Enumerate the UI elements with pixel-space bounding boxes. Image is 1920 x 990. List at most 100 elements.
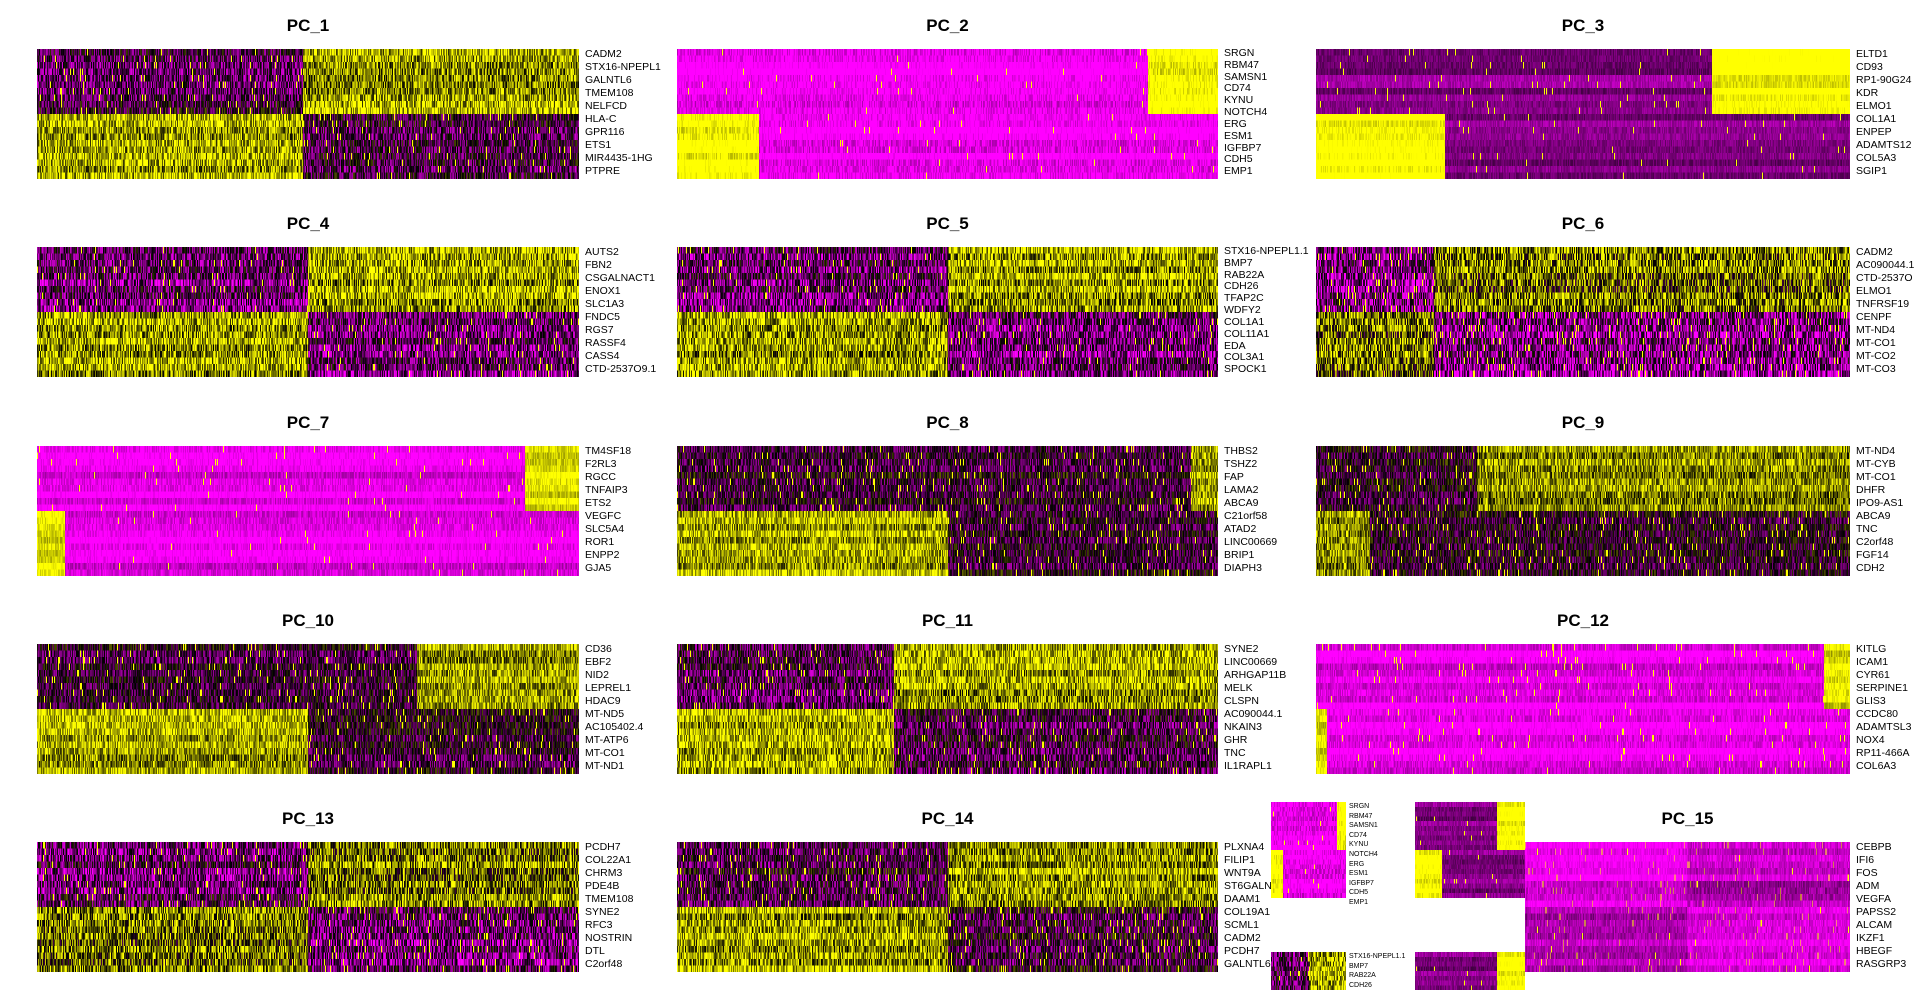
gene-label: DHFR: [1856, 484, 1886, 496]
gene-label: EMP1: [1224, 165, 1253, 178]
gene-label: SRGN: [1224, 47, 1255, 59]
gene-label: COL5A3: [1856, 152, 1897, 164]
gene-label: DAAM1: [1224, 893, 1261, 905]
gene-labels-pc-15: CEBPB IFI6 FOS ADM VEGFA PAPSS2 ALCAM IKZF1 HBEG…: [1856, 841, 1906, 971]
gene-label: CHRM3: [585, 867, 623, 879]
gene-label: DTL: [585, 945, 605, 957]
thumbnail-heatmap: [1415, 802, 1525, 898]
gene-labels-pc-4: AUTS2 FBN2 CSGALNACT1 ENOX1 SLC1A3 FNDC5 RGS7 R…: [585, 246, 656, 376]
thumbnail-heatmap: [1415, 952, 1525, 990]
gene-label: CADM2: [1224, 932, 1261, 944]
gene-label: RP1-90G24: [1856, 74, 1912, 86]
gene-label: BRIP1: [1224, 549, 1255, 561]
gene-label: F2RL3: [585, 458, 617, 470]
gene-label: GHR: [1224, 734, 1248, 746]
panel-title-pc-10: PC_10: [282, 611, 334, 630]
heatmap-pc-3: [1316, 49, 1850, 179]
gene-labels-pc-1: CADM2 STX16-NPEPL1 GALNTL6 TMEM108 NELFCD HLA…: [585, 48, 661, 178]
gene-label: ETS1: [585, 139, 612, 151]
thumbnail-pc-5: [1271, 952, 1346, 990]
gene-label: MT-ND5: [585, 708, 625, 720]
heatmap-pc-5: [677, 247, 1218, 377]
gene-label: RGS7: [585, 324, 614, 336]
gene-label: COL1A1: [1856, 113, 1897, 125]
gene-label: SRGN: [1349, 803, 1370, 810]
panel-title-pc-13: PC_13: [282, 809, 334, 828]
heatmap-pc-15: [1525, 842, 1850, 972]
thumbnail-pc-3: [1415, 952, 1525, 990]
heatmap-pc-7: [37, 446, 579, 576]
gene-label: LINC00669: [1224, 536, 1278, 548]
gene-label: CTD-2537O: [1856, 272, 1913, 284]
panel-title-pc-12: PC_12: [1557, 611, 1609, 630]
gene-labels-pc-8: THBS2 TSHZ2 FAP LAMA2 ABCA9 C21orf58 ATAD2 LINC…: [1224, 445, 1277, 575]
panel-title-pc-8: PC_8: [926, 413, 969, 432]
gene-label: THBS2: [1224, 445, 1258, 457]
gene-label: TMEM108: [585, 87, 634, 99]
gene-label: ADAMTS12: [1856, 139, 1912, 151]
gene-label: EMP1: [1349, 898, 1369, 906]
gene-label: ERG: [1224, 117, 1247, 130]
gene-label: C2orf48: [585, 958, 623, 970]
gene-label: STX16-NPEPL1.1: [1224, 245, 1309, 257]
gene-label: HBEGF: [1856, 945, 1893, 957]
gene-label: ABCA9: [1224, 497, 1259, 509]
heatmap-pc-10: [37, 644, 579, 774]
gene-label: PAPSS2: [1856, 906, 1897, 918]
gene-label: ADAMTSL3: [1856, 721, 1912, 733]
gene-label: ENOX1: [585, 285, 621, 297]
gene-label: VEGFC: [585, 510, 622, 522]
gene-label: RFC3: [585, 919, 613, 931]
gene-label: AC090044.1: [1224, 708, 1283, 720]
gene-labels-pc-7: TM4SF18 F2RL3 RGCC TNFAIP3 ETS2 VEGFC SLC5A4 RO…: [585, 445, 631, 575]
gene-label: VEGFA: [1856, 893, 1892, 905]
gene-label: TMEM108: [585, 893, 634, 905]
gene-labels-pc-9: MT-ND4 MT-CYB MT-CO1 DHFR IPO9-AS1 ABCA9 TNC C2…: [1856, 445, 1903, 575]
gene-label: CDH2: [1856, 562, 1885, 574]
gene-label: CDH5: [1349, 889, 1369, 897]
gene-labels-pc-5: STX16-NPEPL1.1 BMP7 RAB22A CDH26 TFAP2C WDFY2…: [1224, 245, 1309, 376]
gene-label: BMP7: [1224, 256, 1253, 269]
panel-title-pc-14: PC_14: [921, 809, 974, 828]
gene-label: CCDC80: [1856, 708, 1899, 720]
heatmap-pc-12: [1316, 644, 1850, 774]
gene-label: MIR4435-1HG: [585, 152, 653, 164]
gene-label: SCML1: [1224, 919, 1260, 931]
gene-labels-pc-6: CADM2 AC090044.1 CTD-2537O ELMO1 TNFRSF19 CEN…: [1856, 246, 1914, 376]
gene-label: SGIP1: [1856, 165, 1887, 177]
gene-label: RAB22A: [1349, 972, 1376, 980]
panel-title-pc-1: PC_1: [286, 16, 330, 35]
gene-label: DIAPH3: [1224, 562, 1262, 574]
gene-label: AC090044.1: [1856, 259, 1915, 271]
gene-label: ARHGAP11B: [1224, 669, 1287, 681]
gene-label: ESM1: [1224, 129, 1253, 142]
thumbnail-gene-labels: STX16-NPEPL1.1 BMP7 RAB22A CDH26: [1349, 952, 1405, 990]
gene-label: COL22A1: [585, 854, 632, 866]
gene-label: NKAIN3: [1224, 721, 1262, 733]
gene-label: ABCA9: [1856, 510, 1891, 522]
gene-label: GALNTL6: [1224, 958, 1271, 970]
gene-label: GLIS3: [1856, 695, 1886, 707]
gene-label: PTPRE: [585, 165, 621, 177]
gene-label: BMP7: [1349, 962, 1369, 970]
gene-label: SAMSN1: [1224, 70, 1268, 83]
gene-label: STX16-NPEPL1: [585, 61, 661, 73]
gene-label: CDH5: [1224, 153, 1253, 166]
gene-label: IFI6: [1856, 854, 1875, 866]
gene-label: IPO9-AS1: [1856, 497, 1904, 509]
gene-label: NELFCD: [585, 100, 628, 112]
panel-title-pc-11: PC_11: [921, 611, 974, 630]
gene-label: KYNU: [1349, 841, 1369, 849]
panel-title-pc-15: PC_15: [1661, 809, 1714, 828]
panel-title-pc-6: PC_6: [1561, 214, 1605, 233]
heatmap-pc-9: [1316, 446, 1850, 576]
gene-labels-pc-2: SRGN RBM47 SAMSN1 CD74 KYNU NOTCH4 ERG ESM1 IGFB…: [1224, 47, 1268, 178]
gene-label: SYNE2: [1224, 643, 1259, 655]
heatmap-pc-13: [37, 842, 579, 972]
gene-label: FNDC5: [585, 311, 621, 323]
panel-title-pc-7: PC_7: [286, 413, 330, 432]
gene-label: ELMO1: [1856, 100, 1892, 112]
panel-title-pc-2: PC_2: [926, 16, 969, 35]
gene-label: WDFY2: [1224, 304, 1261, 317]
